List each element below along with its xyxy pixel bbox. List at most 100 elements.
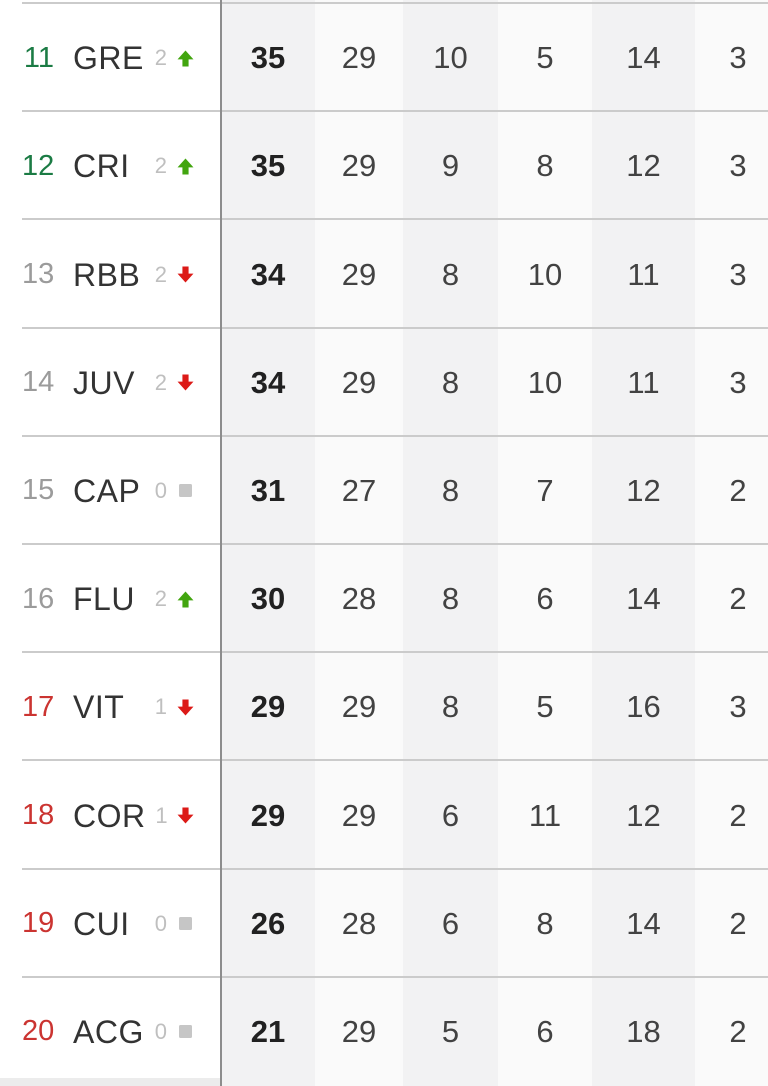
draws-cell: 5: [536, 689, 554, 725]
position-change: 2: [145, 261, 194, 287]
wins-cell: 8: [441, 689, 460, 725]
position-change-value: 2: [154, 45, 167, 71]
played-cell: 29: [341, 40, 377, 76]
played-cell: 29: [341, 689, 377, 725]
team-cell: 18 COR 1: [0, 761, 221, 869]
played-cell: 27: [341, 472, 377, 508]
trend-down-icon: [176, 374, 194, 392]
draws-cell: 11: [528, 797, 562, 833]
position-change: 2: [145, 155, 194, 177]
draws-cell: 5: [536, 40, 554, 76]
team-abbreviation: CRI: [73, 148, 130, 185]
table-row[interactable]: 18 COR 1 29 29 6 11 12 2: [0, 761, 768, 870]
trend-down-icon: [177, 807, 195, 825]
panel-divider: [220, 0, 222, 1086]
goals-cell: 2: [729, 1013, 747, 1049]
points-cell: 31: [250, 472, 286, 508]
team-abbreviation: RBB: [73, 256, 141, 293]
draws-cell: 6: [536, 1013, 554, 1049]
points-cell: 29: [250, 797, 286, 833]
goals-cell: 2: [729, 472, 747, 508]
team-cell: 13 RBB 2: [0, 220, 221, 328]
played-cell: 29: [341, 797, 377, 833]
losses-cell: 12: [626, 472, 661, 508]
played-cell: 29: [341, 256, 377, 292]
position-number: 11: [23, 41, 54, 74]
position-change-value: 2: [154, 261, 167, 287]
losses-cell: 16: [626, 689, 661, 725]
played-column-band: [315, 0, 403, 1086]
team-abbreviation: ACG: [73, 1013, 144, 1050]
position-change: 2: [145, 588, 194, 610]
points-cell: 30: [250, 581, 286, 617]
table-row[interactable]: 14 JUV 2 34 29 8 10 11 3: [0, 329, 768, 438]
table-row[interactable]: 15 CAP 0 31 27 8 7 12 2: [0, 437, 768, 546]
draws-cell: 8: [536, 148, 554, 184]
team-abbreviation: COR: [73, 797, 146, 834]
table-row[interactable]: 11 GRE 2 35 29 10 5 14 3: [0, 4, 768, 113]
position-number: 14: [22, 366, 55, 399]
wins-cell: 8: [441, 581, 460, 617]
table-row[interactable]: 19 CUI 0 26 28 6 8 14 2: [0, 870, 768, 979]
position-change: 0: [145, 477, 194, 503]
points-cell: 26: [250, 905, 286, 941]
points-cell: 29: [250, 689, 286, 725]
points-column-band: [222, 0, 315, 1086]
table-row[interactable]: 16 FLU 2 30 28 8 6 14 2: [0, 545, 768, 654]
team-abbreviation: CUI: [73, 905, 130, 942]
wins-cell: 8: [441, 364, 460, 400]
draws-cell: 8: [536, 905, 554, 941]
position-number: 12: [22, 149, 55, 182]
previous-row-edge: [0, 0, 768, 4]
position-change-value: 2: [154, 153, 167, 179]
table-row[interactable]: 17 VIT 1 29 29 8 5 16 3: [0, 653, 768, 762]
played-cell: 29: [341, 364, 377, 400]
team-cell: 17 VIT 1: [0, 653, 221, 761]
losses-cell: 11: [627, 256, 660, 292]
position-change-value: 0: [154, 477, 167, 503]
table-row[interactable]: 12 CRI 2 35 29 9 8 12 3: [0, 112, 768, 221]
goals-cell: 3: [729, 256, 747, 292]
goals-cell: 2: [729, 797, 747, 833]
position-number: 15: [22, 474, 55, 507]
position-change-value: 1: [154, 694, 167, 720]
trend-up-icon: [176, 49, 194, 67]
table-row[interactable]: 13 RBB 2 34 29 8 10 11 3: [0, 220, 768, 329]
position-change: 0: [145, 1020, 194, 1043]
no-change-icon: [176, 482, 194, 500]
played-cell: 29: [341, 1013, 377, 1049]
trend-down-icon: [176, 266, 194, 284]
losses-cell: 12: [626, 148, 661, 184]
wins-cell: 8: [441, 472, 460, 508]
wins-cell: 6: [441, 905, 460, 941]
team-abbreviation: GRE: [73, 40, 144, 77]
draws-cell: 10: [527, 364, 563, 400]
position-number: 20: [22, 1015, 55, 1048]
losses-cell: 18: [626, 1013, 661, 1049]
position-number: 13: [22, 258, 55, 290]
position-change: 2: [145, 369, 194, 395]
goals-cell: 3: [729, 364, 747, 400]
column-shading: [222, 0, 768, 1086]
trend-down-icon: [176, 698, 194, 716]
trend-up-icon: [176, 590, 194, 608]
wins-cell: 10: [433, 40, 468, 76]
position-change: 0: [145, 910, 194, 936]
team-abbreviation: CAP: [73, 472, 141, 509]
position-number: 16: [22, 582, 55, 615]
wins-cell: 5: [441, 1013, 460, 1049]
position-change-value: 2: [154, 586, 167, 612]
wins-cell: 6: [441, 797, 460, 833]
position-change: 1: [145, 696, 194, 718]
played-cell: 29: [341, 148, 377, 184]
wins-column-band: [403, 0, 498, 1086]
position-change-value: 0: [154, 910, 167, 936]
team-abbreviation: FLU: [73, 581, 135, 618]
team-abbreviation: JUV: [73, 364, 135, 401]
team-cell: 20 ACG 0: [0, 978, 221, 1086]
table-row[interactable]: 20 ACG 0 21 29 5 6 18 2: [0, 978, 768, 1086]
position-change: 1: [146, 804, 195, 827]
position-change-value: 2: [154, 369, 167, 395]
